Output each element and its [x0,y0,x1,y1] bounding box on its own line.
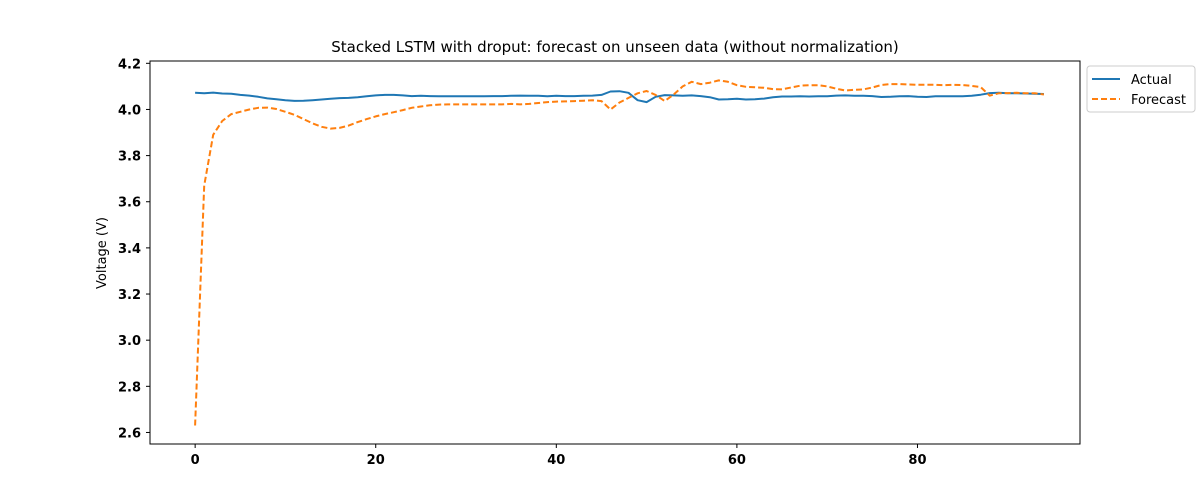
series-line-actual [195,90,1044,104]
y-tick-label: 2.8 [118,380,141,395]
y-axis: 2.6 2.8 3.0 3.2 3.4 3.6 3.8 4.0 4.2 [118,57,150,441]
plot-frame [149,60,1081,445]
x-tick-label: 60 [728,453,746,468]
y-tick-label: 4.0 [118,103,141,118]
x-tick-label: 20 [367,453,385,468]
y-tick-label: 3.4 [118,242,141,257]
chart-title: Stacked LSTM with droput: forecast on un… [331,38,899,56]
y-tick-label: 3.8 [118,150,141,165]
legend-label-actual: Actual [1131,73,1172,88]
y-tick-label: 3.0 [118,334,141,349]
y-tick-label: 3.6 [118,196,141,211]
y-tick-label: 3.2 [118,288,141,303]
plot-lines [194,79,1045,426]
legend-label-forecast: Forecast [1131,93,1186,108]
x-tick-label: 80 [908,453,926,468]
legend: Actual Forecast [1086,65,1196,113]
y-tick-label: 2.6 [118,426,141,441]
x-tick-label: 40 [547,453,565,468]
y-tick-label: 4.2 [118,57,141,72]
series-line-forecast [194,79,1045,426]
x-tick-label: 0 [191,453,200,468]
x-axis: 0 20 40 60 80 [191,444,927,468]
y-axis-label: Voltage (V) [95,217,110,289]
legend-box [1086,65,1196,113]
